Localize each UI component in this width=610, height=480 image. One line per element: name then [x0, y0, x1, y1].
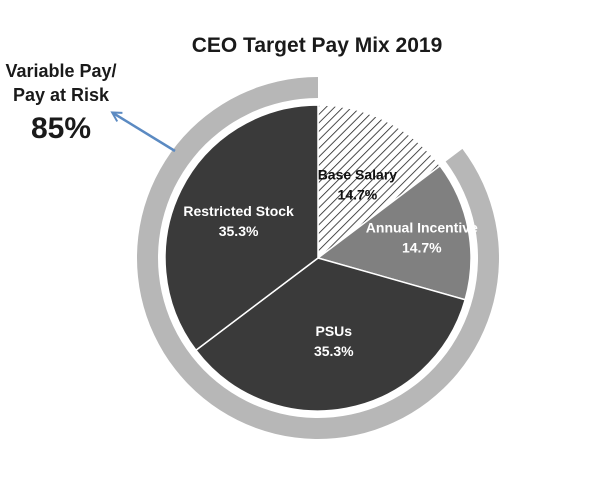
pie-slices: [164, 104, 472, 412]
pie-labels: Base Salary 14.7% Annual Incentive 14.7% PSU…: [183, 166, 478, 359]
slice-value-restricted-stock: 35.3%: [219, 223, 259, 239]
variable-pay-label-line2: Pay at Risk: [13, 85, 110, 105]
pie-slice-base-salary: [317, 104, 442, 260]
chart-title: CEO Target Pay Mix 2019: [192, 34, 443, 57]
slice-value-base-salary: 14.7%: [338, 186, 378, 202]
pie-slice-annual-incentive: [316, 164, 472, 301]
variable-pay-label-line1: Variable Pay/: [5, 61, 116, 81]
slice-label-base-salary: Base Salary: [318, 166, 398, 182]
slice-value-annual-incentive: 14.7%: [402, 240, 442, 256]
slice-label-restricted-stock: Restricted Stock: [183, 203, 294, 219]
pie-slice-psus: [194, 257, 467, 412]
slice-value-psus: 35.3%: [314, 343, 354, 359]
pie-slice-restricted-stock: [164, 104, 319, 352]
slice-label-psus: PSUs: [316, 323, 353, 339]
variable-pay-value: 85%: [31, 112, 91, 145]
slice-label-annual-incentive: Annual Incentive: [366, 220, 478, 236]
variable-pay-arrow: [113, 113, 176, 153]
